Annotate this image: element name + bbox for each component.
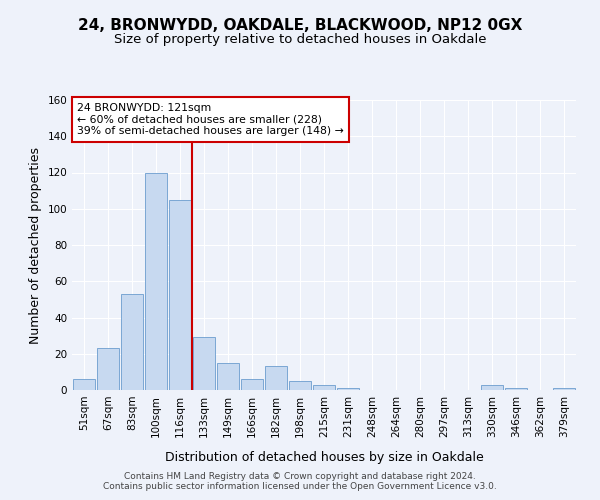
Bar: [193, 338, 215, 390]
Bar: [217, 363, 239, 390]
Bar: [265, 366, 287, 390]
Text: Size of property relative to detached houses in Oakdale: Size of property relative to detached ho…: [114, 32, 486, 46]
Bar: [73, 379, 95, 390]
Bar: [241, 379, 263, 390]
Bar: [145, 172, 167, 390]
Y-axis label: Number of detached properties: Number of detached properties: [29, 146, 42, 344]
Text: Distribution of detached houses by size in Oakdale: Distribution of detached houses by size …: [164, 451, 484, 464]
Bar: [313, 384, 335, 390]
Text: 24 BRONWYDD: 121sqm
← 60% of detached houses are smaller (228)
39% of semi-detac: 24 BRONWYDD: 121sqm ← 60% of detached ho…: [77, 103, 344, 136]
Text: Contains public sector information licensed under the Open Government Licence v3: Contains public sector information licen…: [103, 482, 497, 491]
Bar: [289, 381, 311, 390]
Bar: [121, 294, 143, 390]
Bar: [481, 384, 503, 390]
Text: 24, BRONWYDD, OAKDALE, BLACKWOOD, NP12 0GX: 24, BRONWYDD, OAKDALE, BLACKWOOD, NP12 0…: [78, 18, 522, 32]
Bar: [505, 388, 527, 390]
Text: Contains HM Land Registry data © Crown copyright and database right 2024.: Contains HM Land Registry data © Crown c…: [124, 472, 476, 481]
Bar: [337, 388, 359, 390]
Bar: [553, 388, 575, 390]
Bar: [97, 348, 119, 390]
Bar: [169, 200, 191, 390]
